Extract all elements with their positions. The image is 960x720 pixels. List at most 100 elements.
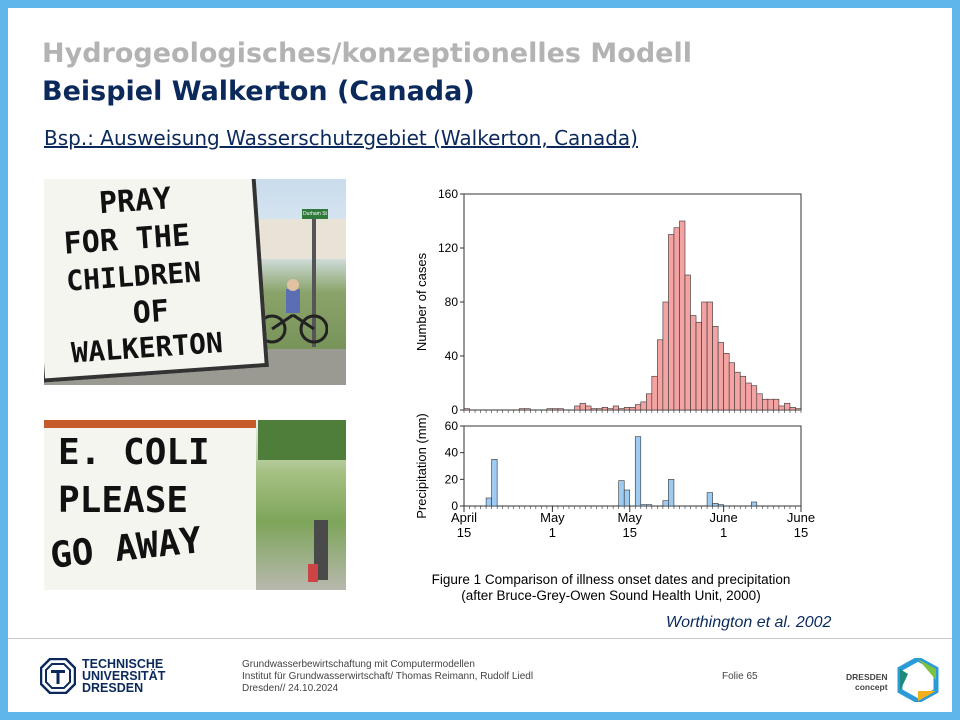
precip-bar (640, 504, 647, 507)
caption-line-1: Figure 1 Comparison of illness onset dat… (431, 572, 791, 587)
case-bar (585, 405, 592, 411)
precip-y-tick-label: 40 (445, 446, 459, 460)
footer-divider (8, 638, 952, 639)
x-tick-label-day: 15 (457, 525, 471, 540)
case-bar (623, 407, 631, 411)
logo-line: DRESDEN (82, 681, 144, 695)
footer-info: Grundwasserbewirtschaftung mit Computerm… (242, 659, 533, 695)
case-bar (795, 408, 802, 411)
logo-line: DRESDEN (846, 672, 888, 682)
caption-line-2: (after Bruce-Grey-Owen Sound Health Unit… (461, 588, 761, 603)
footer-page-number: Folie 65 (722, 671, 758, 682)
case-bar (673, 227, 680, 411)
case-bar (784, 402, 791, 411)
case-bar (695, 321, 702, 411)
case-bar (518, 408, 526, 411)
street-sign-pole (312, 217, 316, 347)
x-tick-label-month: June (787, 510, 815, 525)
case-bar (745, 382, 752, 411)
case-bar (618, 408, 625, 411)
logo-line: concept (854, 682, 888, 692)
sign-line: WALKERTON (70, 325, 224, 370)
case-bar (728, 362, 736, 411)
precip-bar (668, 479, 675, 507)
tu-dresden-logo-icon (39, 657, 77, 695)
precip-bar (662, 500, 669, 507)
photo-pray-sign: Durham St PRAY FOR THE CHILDREN OF WALKE… (44, 179, 346, 385)
marquee-sign-bottom: E. COLI PLEASE GO AWAY (44, 420, 256, 590)
case-bar (767, 398, 774, 411)
case-bar (557, 408, 564, 411)
case-bar (590, 408, 597, 411)
case-y-tick-label: 0 (451, 403, 458, 417)
pedestrian-bag (308, 564, 318, 582)
case-bar (773, 398, 780, 411)
sign-line: OF (131, 293, 171, 332)
house (244, 219, 346, 259)
case-bar (723, 353, 730, 411)
marquee-sign-top: PRAY FOR THE CHILDREN OF WALKERTON (44, 179, 269, 383)
case-bar (701, 301, 708, 411)
case-bar (574, 405, 581, 411)
slide: Hydrogeologisches/konzeptionelles Modell… (8, 8, 952, 712)
precip-bar (491, 459, 498, 507)
case-bar (734, 371, 741, 411)
case-bar (789, 407, 796, 411)
sign-line: PRAY (97, 181, 173, 222)
case-bar (756, 393, 763, 411)
precip-y-tick-label: 20 (445, 472, 459, 486)
precip-y-tick-label: 60 (445, 419, 459, 433)
case-bar (546, 408, 553, 411)
street-sign: Durham St (302, 209, 328, 219)
x-tick-label-month: June (710, 510, 738, 525)
x-tick-label-month: April (451, 510, 477, 525)
slide-title-main: Beispiel Walkerton (Canada) (42, 76, 475, 107)
case-bar (612, 405, 619, 411)
case-y-tick-label: 120 (438, 241, 458, 255)
case-y-tick-label: 160 (438, 187, 458, 201)
case-bar (646, 393, 653, 411)
x-tick-label-month: May (617, 510, 642, 525)
precip-bar (485, 497, 492, 507)
logo-line: TECHNISCHE (82, 657, 164, 671)
dresden-concept-logo-text: DRESDEN concept (846, 672, 888, 692)
dresden-concept-logo-icon (896, 656, 940, 704)
case-bar (668, 234, 675, 411)
sign-line: PLEASE (58, 480, 189, 521)
case-bar (463, 408, 470, 411)
case-bar (579, 402, 586, 411)
case-plot-frame (463, 193, 802, 411)
precip-bar (634, 436, 642, 507)
precip-bar (618, 480, 625, 507)
x-tick-label-day: 15 (794, 525, 808, 540)
case-bar (706, 301, 713, 411)
case-bar (524, 408, 531, 411)
precip-plot-frame (463, 425, 802, 507)
case-bar (690, 315, 697, 411)
logo-line: UNIVERSITÄT (82, 669, 166, 683)
slide-title-gray: Hydrogeologisches/konzeptionelles Modell (42, 38, 692, 69)
source-credit: Worthington et al. 2002 (666, 614, 832, 631)
x-tick-label-day: 15 (623, 525, 637, 540)
case-bar (657, 339, 664, 411)
case-bar (717, 342, 724, 411)
case-bar (601, 407, 608, 411)
case-bar (684, 274, 691, 411)
case-bar (629, 407, 636, 411)
case-bar (552, 408, 559, 411)
case-bar (607, 408, 614, 411)
case-y-tick-label: 40 (445, 349, 459, 363)
precip-bar (646, 504, 653, 507)
case-y-axis-label: Number of cases (414, 252, 429, 351)
sign-line: CHILDREN (65, 255, 203, 298)
case-bar (651, 375, 658, 411)
case-bar (679, 220, 686, 411)
case-bar (640, 401, 647, 411)
footer-institute: Institut für Grundwasserwirtschaft/ Thom… (242, 671, 534, 682)
precip-y-axis-label: Precipitation (mm) (414, 413, 429, 518)
case-bar (634, 404, 642, 411)
x-tick-label-day: 1 (720, 525, 727, 540)
x-tick-label-day: 1 (549, 525, 556, 540)
cyclist (257, 279, 329, 349)
precip-bar (750, 501, 758, 507)
